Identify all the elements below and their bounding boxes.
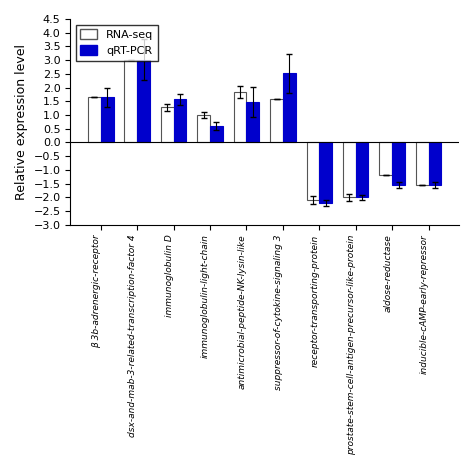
Bar xyxy=(343,142,356,197)
Bar xyxy=(416,142,428,185)
Legend: RNA-seq, qRT-PCR: RNA-seq, qRT-PCR xyxy=(76,24,158,61)
Bar xyxy=(173,99,186,142)
Bar xyxy=(283,73,296,142)
Bar xyxy=(88,97,101,142)
Bar xyxy=(125,60,137,142)
Bar xyxy=(101,97,114,142)
Bar xyxy=(307,142,319,200)
Bar xyxy=(428,142,441,185)
Bar xyxy=(161,107,173,142)
Bar xyxy=(379,142,392,175)
Bar xyxy=(210,126,223,142)
Bar xyxy=(356,142,368,197)
Bar xyxy=(197,115,210,142)
Bar xyxy=(392,142,405,185)
Bar xyxy=(137,60,150,142)
Bar xyxy=(234,92,246,142)
Bar xyxy=(246,102,259,142)
Bar xyxy=(270,99,283,142)
Y-axis label: Relative expression level: Relative expression level xyxy=(15,44,28,200)
Bar xyxy=(319,142,332,203)
